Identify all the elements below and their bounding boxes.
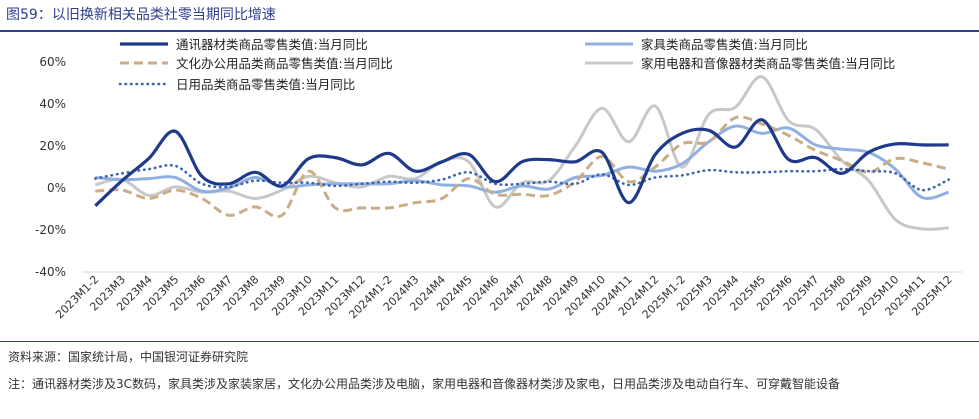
y-tick-label: 0% bbox=[47, 181, 66, 195]
legend-label: 日用品类商品零售类值:当月同比 bbox=[176, 77, 355, 92]
x-axis: 2023M1-22023M32023M42023M52023M62023M720… bbox=[53, 271, 962, 321]
legend: 通讯器材类商品零售类值:当月同比 家具类商品零售类值:当月同比文化办公用品类商品零… bbox=[118, 37, 895, 92]
series-lines bbox=[94, 75, 950, 231]
legend-label: 家具类商品零售类值:当月同比 bbox=[641, 37, 808, 52]
y-tick-label: 20% bbox=[39, 139, 66, 153]
y-tick-label: 40% bbox=[39, 97, 66, 111]
y-tick-label: -20% bbox=[35, 223, 66, 237]
title-divider bbox=[0, 30, 979, 32]
footer-divider bbox=[0, 341, 979, 342]
legend-label: 文化办公用品类商品零售类值:当月同比 bbox=[176, 56, 393, 71]
y-tick-label: -40% bbox=[35, 265, 66, 279]
chart-title: 图59：以旧换新相关品类社零当期同比增速 bbox=[6, 7, 276, 23]
source-text: 资料来源：国家统计局，中国银河证券研究院 bbox=[8, 350, 249, 364]
legend-label: 家用电器和音像器材类商品零售类值:当月同比 bbox=[641, 56, 895, 71]
y-axis: -40% -20% 0% 20% 40% 60% bbox=[35, 55, 66, 279]
series-line-0 bbox=[94, 118, 949, 207]
line-chart: -40% -20% 0% 20% 40% 60% 2023M1-22023M32023M4… bbox=[35, 37, 962, 321]
y-tick-label: 60% bbox=[39, 55, 66, 69]
legend-label: 通讯器材类商品零售类值:当月同比 bbox=[176, 37, 368, 52]
series-line-4 bbox=[94, 163, 950, 192]
note-text: 注：通讯器材类涉及3C数码，家具类涉及家装家居，文化办公用品类涉及电脑，家用电器… bbox=[8, 377, 841, 391]
series-line-2 bbox=[95, 115, 950, 219]
